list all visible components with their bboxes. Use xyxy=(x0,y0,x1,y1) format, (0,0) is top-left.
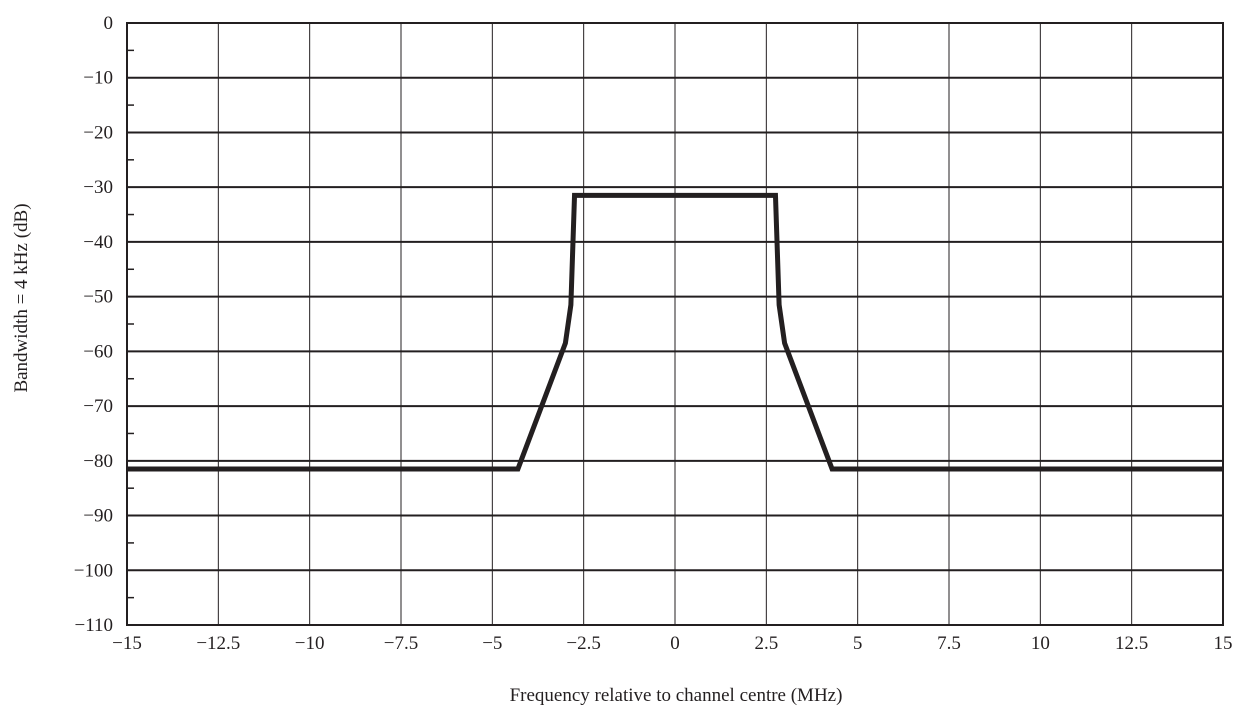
x-tick-label: −12.5 xyxy=(196,633,240,654)
y-tick-label: −30 xyxy=(83,177,113,198)
x-tick-label: −7.5 xyxy=(384,633,418,654)
grid-lines xyxy=(126,22,1224,626)
y-tick-label: −20 xyxy=(83,122,113,143)
x-tick-labels: −15 −12.5 −10 −7.5 −5 −2.5 0 2.5 5 7.5 10 12.5 15 xyxy=(112,633,1232,654)
x-tick-label: −10 xyxy=(295,633,325,654)
x-tick-label: 5 xyxy=(853,633,863,654)
y-tick-label: 0 xyxy=(104,13,114,34)
y-axis-title: Bandwidth = 4 kHz (dB) xyxy=(11,203,32,392)
x-tick-label: −5 xyxy=(482,633,502,654)
series-layer xyxy=(127,192,1223,472)
y-tick-label: −90 xyxy=(83,506,113,527)
y-tick-label: −70 xyxy=(83,396,113,417)
y-tick-label: −110 xyxy=(74,615,113,636)
mask-series-line xyxy=(127,192,1223,472)
x-axis-title: Frequency relative to channel centre (MH… xyxy=(510,685,843,706)
y-tick-label: −60 xyxy=(83,341,113,362)
minor-ticks xyxy=(127,49,134,599)
x-tick-label: 0 xyxy=(670,633,680,654)
x-tick-label: 12.5 xyxy=(1115,633,1148,654)
y-tick-label: −80 xyxy=(83,451,113,472)
y-tick-label: −40 xyxy=(83,232,113,253)
y-tick-labels: 0 −10 −20 −30 −40 −50 −60 −70 −80 −90 −100 −110 xyxy=(74,13,113,636)
x-tick-label: −2.5 xyxy=(566,633,600,654)
x-tick-label: 15 xyxy=(1214,633,1233,654)
x-tick-label: 2.5 xyxy=(754,633,778,654)
plot-area-frame xyxy=(126,22,1224,626)
x-tick-label: −15 xyxy=(112,633,142,654)
y-tick-label: −50 xyxy=(83,287,113,308)
x-tick-label: 7.5 xyxy=(937,633,961,654)
y-tick-label: −10 xyxy=(83,68,113,89)
x-tick-label: 10 xyxy=(1031,633,1050,654)
y-tick-label: −100 xyxy=(74,560,113,581)
